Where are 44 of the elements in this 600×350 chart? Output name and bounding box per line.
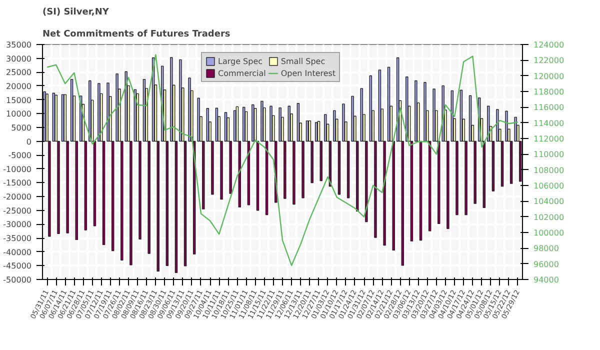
- legend-label: Open Interest: [280, 68, 336, 78]
- y2-tick-label: 102000: [534, 212, 564, 222]
- legend-label: Commercial: [218, 68, 266, 78]
- y2-tick-label: 124000: [534, 40, 564, 50]
- y2-tick-label: 110000: [534, 150, 564, 160]
- y2-tick-label: 98000: [534, 244, 559, 254]
- y2-tick-label: 120000: [534, 72, 564, 81]
- y2-tick-label: 112000: [534, 134, 564, 144]
- y2-tick-label: 94000: [534, 276, 559, 284]
- y2-tick-label: 116000: [534, 103, 564, 112]
- bar: [424, 82, 426, 142]
- y-tick-label: -25000: [3, 206, 32, 216]
- y2-tick-label: 100000: [534, 228, 564, 238]
- y-tick-label: 15000: [6, 96, 32, 105]
- y2-tick-label: 106000: [534, 182, 564, 190]
- y-tick-label: 0: [26, 137, 32, 146]
- y-tick-label: 25000: [6, 68, 32, 78]
- bar: [419, 140, 422, 241]
- y-tick-label: -20000: [3, 192, 32, 202]
- y2-tick-label: 122000: [534, 56, 564, 66]
- y-tick-label: -10000: [3, 164, 32, 174]
- y2-tick-label: 108000: [534, 166, 564, 175]
- y-tick-label: 5000: [11, 123, 32, 132]
- y-tick-label: 10000: [6, 110, 32, 119]
- y-tick-label: 20000: [6, 82, 32, 91]
- legend-label: Small Spec: [280, 56, 326, 66]
- legend-label: Large Spec: [218, 56, 263, 66]
- y2-tick-label: 114000: [534, 118, 564, 128]
- y2-tick-label: 104000: [534, 197, 564, 206]
- bar: [487, 106, 490, 142]
- chart-subtitle: Net Commitments of Futures Traders: [42, 30, 230, 40]
- y-tick-label: -15000: [3, 178, 32, 188]
- y-tick-label: -5000: [8, 151, 32, 160]
- line-series: [46, 54, 519, 266]
- y-tick-label: 35000: [6, 40, 32, 50]
- y-tick-label: -35000: [3, 234, 32, 244]
- y2-tick-label: 96000: [534, 260, 559, 269]
- y-tick-label: 30000: [6, 54, 32, 64]
- chart-title: (SI) Silver,NY: [42, 8, 110, 18]
- y-tick-label: -45000: [3, 262, 32, 271]
- y-tick-label: -40000: [3, 248, 32, 257]
- y2-tick-label: 118000: [534, 88, 564, 96]
- y-tick-label: -30000: [3, 220, 32, 230]
- y-tick-label: -50000: [3, 276, 32, 284]
